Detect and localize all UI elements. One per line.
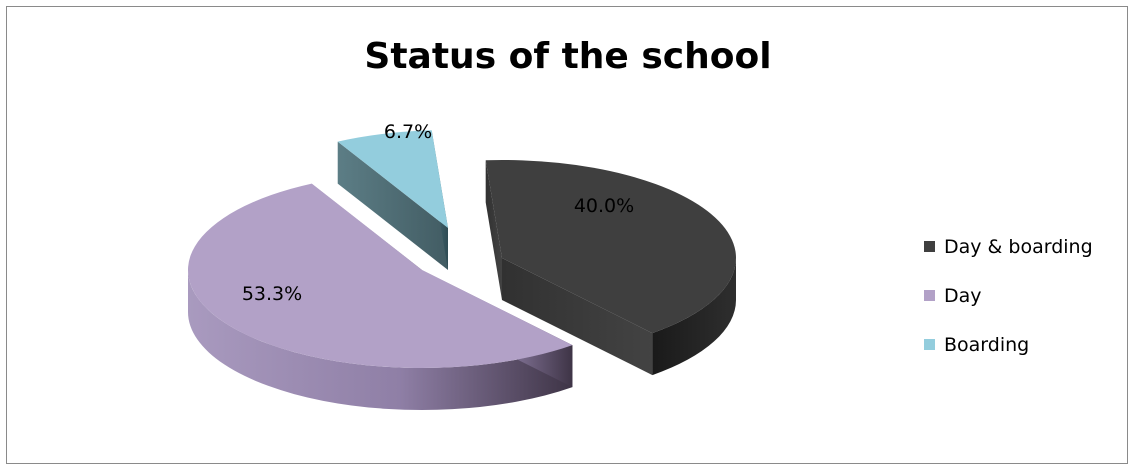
pie-slice-boarding bbox=[337, 130, 448, 228]
pie-slice-side bbox=[652, 258, 736, 376]
pie-slice-side bbox=[188, 270, 573, 410]
legend-item: Boarding bbox=[924, 320, 1093, 369]
legend-swatch bbox=[924, 241, 935, 252]
legend-label: Day & boarding bbox=[944, 235, 1093, 258]
pie-slice-day bbox=[188, 183, 573, 368]
legend-label: Boarding bbox=[944, 333, 1030, 356]
legend-label: Day bbox=[944, 284, 982, 307]
legend: Day & boarding Day Boarding bbox=[924, 222, 1093, 369]
pie-slice-day-boarding bbox=[485, 160, 736, 334]
data-label: 6.7% bbox=[384, 121, 432, 143]
pie-slice-edge bbox=[337, 141, 448, 270]
pie-slice-edge bbox=[502, 258, 653, 376]
legend-swatch bbox=[924, 339, 935, 350]
legend-swatch bbox=[924, 290, 935, 301]
data-label: 40.0% bbox=[574, 195, 634, 217]
legend-item: Day bbox=[924, 271, 1093, 320]
pie-slice-edge bbox=[485, 160, 502, 300]
legend-item: Day & boarding bbox=[924, 222, 1093, 271]
chart-title: Status of the school bbox=[364, 36, 772, 77]
data-label: 53.3% bbox=[242, 283, 302, 305]
